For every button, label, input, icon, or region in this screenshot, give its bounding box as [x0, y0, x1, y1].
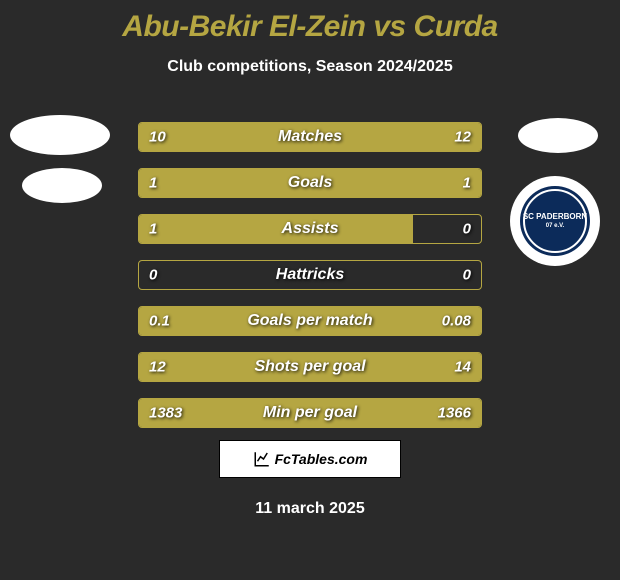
stat-label: Shots per goal [254, 358, 365, 376]
stat-row: Assists 1 0 [138, 214, 482, 244]
stat-value-left: 1 [149, 175, 157, 192]
team-a-logo-1 [10, 115, 110, 155]
bar-fill-right [310, 169, 481, 197]
badge-text-main: SC PADERBORN [523, 213, 587, 222]
footer-brand-box: FcTables.com [219, 440, 401, 478]
stat-row: Min per goal 1383 1366 [138, 398, 482, 428]
stat-value-right: 0 [463, 267, 471, 284]
footer-brand-text: FcTables.com [275, 451, 368, 467]
stat-value-right: 1366 [438, 405, 471, 422]
team-b-logo-2: SC PADERBORN 07 e.V. [510, 176, 600, 266]
stat-label: Hattricks [276, 266, 344, 284]
team-b-logo-1 [518, 118, 598, 153]
stat-row: Hattricks 0 0 [138, 260, 482, 290]
stat-row: Goals 1 1 [138, 168, 482, 198]
stat-value-right: 0 [463, 221, 471, 238]
stat-value-left: 0.1 [149, 313, 170, 330]
stat-row: Shots per goal 12 14 [138, 352, 482, 382]
stat-value-left: 0 [149, 267, 157, 284]
stat-value-right: 0.08 [442, 313, 471, 330]
stat-label: Matches [278, 128, 342, 146]
stat-value-left: 1383 [149, 405, 182, 422]
stat-row: Goals per match 0.1 0.08 [138, 306, 482, 336]
stat-label: Assists [282, 220, 339, 238]
stat-value-left: 1 [149, 221, 157, 238]
stat-value-left: 12 [149, 359, 166, 376]
stat-label: Goals per match [247, 312, 372, 330]
stat-value-right: 12 [454, 129, 471, 146]
stat-label: Goals [288, 174, 332, 192]
team-a-logo-2 [22, 168, 102, 203]
stat-row: Matches 10 12 [138, 122, 482, 152]
stat-label: Min per goal [263, 404, 357, 422]
page-subtitle: Club competitions, Season 2024/2025 [0, 58, 620, 76]
bar-fill-left [139, 169, 310, 197]
stats-bars: Matches1012Goals11Assists10Hattricks00Go… [138, 122, 482, 444]
paderborn-badge-icon: SC PADERBORN 07 e.V. [520, 186, 590, 256]
date-text: 11 march 2025 [255, 500, 364, 518]
bar-fill-left [139, 215, 413, 243]
stat-value-right: 1 [463, 175, 471, 192]
chart-icon [253, 450, 271, 468]
stat-value-left: 10 [149, 129, 166, 146]
badge-text-sub: 07 e.V. [546, 223, 564, 230]
stat-value-right: 14 [454, 359, 471, 376]
page-title: Abu-Bekir El-Zein vs Curda [0, 0, 620, 44]
